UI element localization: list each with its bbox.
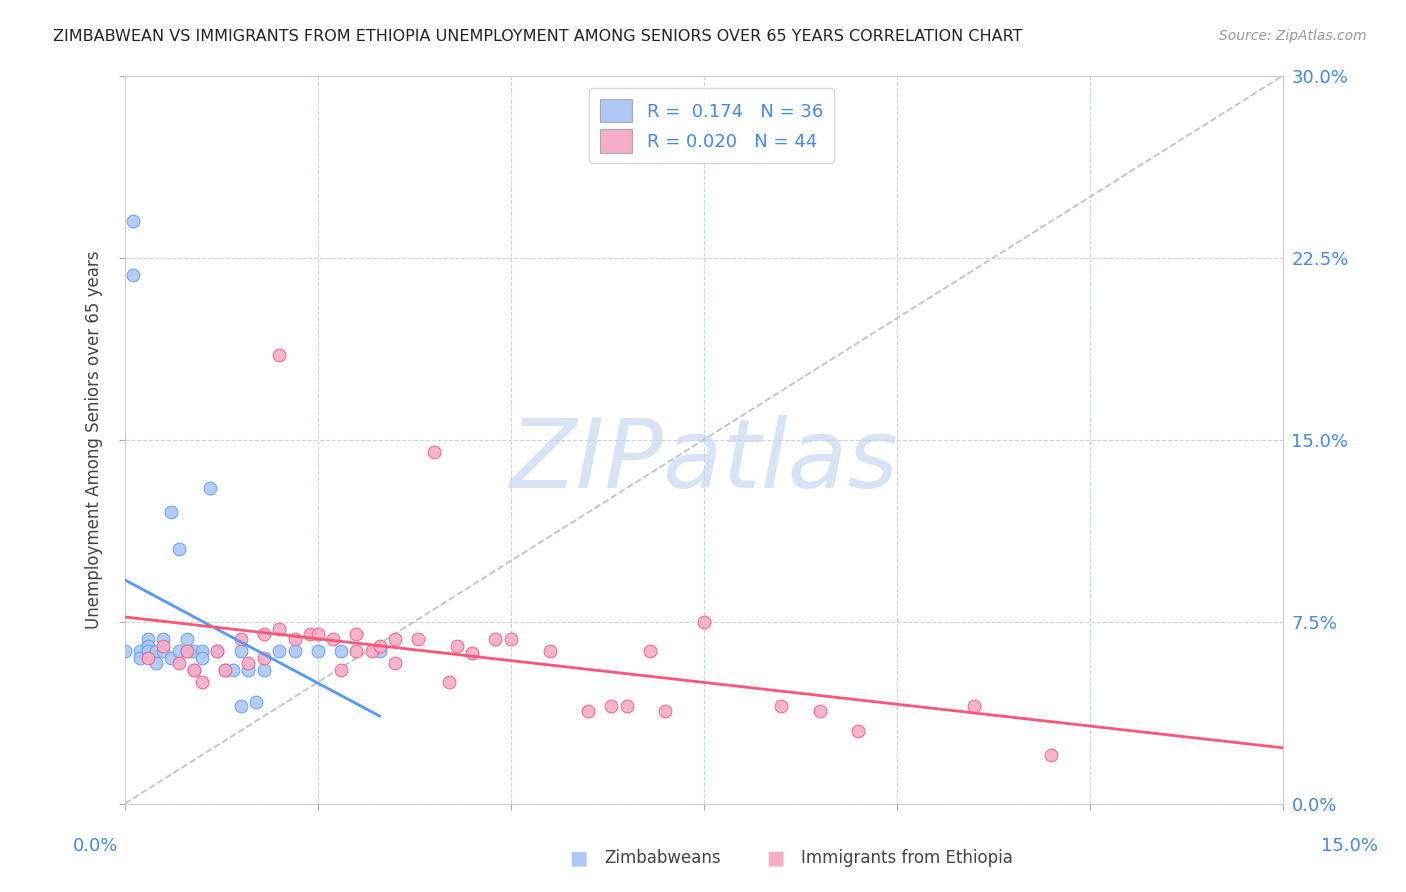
Point — [167, 643, 190, 657]
Point — [638, 643, 661, 657]
Point — [214, 663, 236, 677]
Point — [499, 632, 522, 646]
Point — [129, 651, 152, 665]
Point — [446, 639, 468, 653]
Point — [269, 622, 291, 636]
Point — [284, 643, 307, 657]
Point — [269, 348, 291, 362]
Point — [361, 643, 384, 657]
Point — [693, 615, 716, 629]
Point — [253, 651, 276, 665]
Point — [183, 643, 205, 657]
Point — [136, 651, 159, 665]
Point — [484, 632, 506, 646]
Point — [167, 541, 190, 556]
Point — [238, 656, 260, 670]
Point — [253, 626, 276, 640]
Point — [160, 505, 183, 519]
Point — [346, 643, 368, 657]
Point — [322, 632, 344, 646]
Point — [229, 632, 252, 646]
Point — [848, 723, 870, 738]
Text: Zimbabweans: Zimbabweans — [605, 849, 721, 867]
Point — [176, 632, 198, 646]
Point — [191, 643, 214, 657]
Point — [152, 639, 174, 653]
Point — [229, 643, 252, 657]
Point — [461, 646, 484, 660]
Point — [299, 626, 322, 640]
Point — [253, 663, 276, 677]
Point — [145, 643, 167, 657]
Point — [368, 639, 391, 653]
Point — [176, 643, 198, 657]
Point — [222, 663, 245, 677]
Point — [136, 639, 159, 653]
Point — [330, 663, 353, 677]
Point — [191, 675, 214, 690]
Point — [238, 663, 260, 677]
Point — [229, 699, 252, 714]
Text: 0.0%: 0.0% — [73, 837, 118, 855]
Point — [384, 632, 406, 646]
Point — [616, 699, 638, 714]
Point — [121, 214, 143, 228]
Point — [136, 643, 159, 657]
Point — [152, 632, 174, 646]
Point — [145, 656, 167, 670]
Text: ■: ■ — [569, 848, 588, 868]
Point — [307, 626, 329, 640]
Point — [384, 656, 406, 670]
Point — [207, 643, 229, 657]
Point — [183, 663, 205, 677]
Point — [245, 695, 267, 709]
Text: 15.0%: 15.0% — [1322, 837, 1378, 855]
Point — [654, 704, 676, 718]
Y-axis label: Unemployment Among Seniors over 65 years: Unemployment Among Seniors over 65 years — [86, 251, 103, 629]
Point — [121, 268, 143, 282]
Text: ■: ■ — [766, 848, 785, 868]
Point — [1040, 747, 1063, 762]
Point — [770, 699, 793, 714]
Point — [330, 643, 353, 657]
Point — [406, 632, 429, 646]
Point — [207, 643, 229, 657]
Point — [600, 699, 623, 714]
Point — [422, 444, 444, 458]
Point — [152, 643, 174, 657]
Point — [284, 632, 307, 646]
Legend: R =  0.174   N = 36, R = 0.020   N = 44: R = 0.174 N = 36, R = 0.020 N = 44 — [589, 88, 834, 163]
Point — [963, 699, 986, 714]
Point — [136, 632, 159, 646]
Point — [368, 643, 391, 657]
Point — [167, 656, 190, 670]
Point — [114, 643, 136, 657]
Point — [176, 643, 198, 657]
Point — [307, 643, 329, 657]
Point — [808, 704, 831, 718]
Text: Source: ZipAtlas.com: Source: ZipAtlas.com — [1219, 29, 1367, 44]
Point — [346, 626, 368, 640]
Point — [160, 651, 183, 665]
Point — [214, 663, 236, 677]
Point — [191, 651, 214, 665]
Text: Immigrants from Ethiopia: Immigrants from Ethiopia — [801, 849, 1014, 867]
Point — [129, 643, 152, 657]
Point — [198, 481, 221, 495]
Text: ZIMBABWEAN VS IMMIGRANTS FROM ETHIOPIA UNEMPLOYMENT AMONG SENIORS OVER 65 YEARS : ZIMBABWEAN VS IMMIGRANTS FROM ETHIOPIA U… — [53, 29, 1024, 45]
Point — [576, 704, 599, 718]
Point — [538, 643, 561, 657]
Point — [183, 663, 205, 677]
Point — [269, 643, 291, 657]
Point — [437, 675, 460, 690]
Text: ZIPatlas: ZIPatlas — [509, 415, 898, 508]
